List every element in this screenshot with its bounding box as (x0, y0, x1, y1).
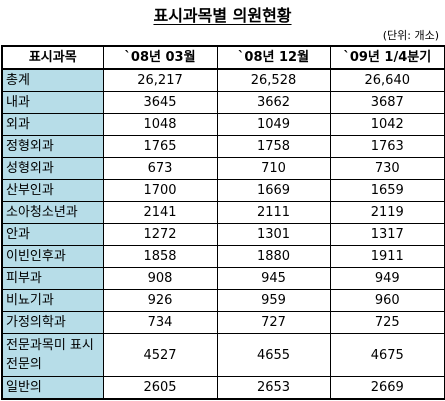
cell-value: 1765 (102, 135, 218, 158)
table-row: 산부인과 1700 1669 1659 (1, 179, 445, 202)
row-label: 성형외과 (1, 157, 104, 180)
cell-value: 1048 (102, 113, 218, 136)
header-cell-2008-03: `08년 03월 (102, 45, 218, 70)
cell-value: 1272 (102, 223, 218, 246)
cell-value: 2669 (329, 376, 445, 400)
cell-value: 926 (102, 289, 218, 312)
table-row: 가정의학과 734 727 725 (1, 311, 445, 334)
cell-value: 1659 (329, 179, 445, 202)
cell-value: 26,640 (329, 68, 445, 92)
cell-value: 2653 (216, 376, 331, 400)
table-row: 안과 1272 1301 1317 (1, 223, 445, 246)
cell-value: 959 (216, 289, 331, 312)
cell-value: 4655 (216, 333, 331, 377)
cell-value: 3645 (102, 91, 218, 114)
row-label: 총계 (1, 68, 104, 92)
cell-value: 734 (102, 311, 218, 334)
cell-value: 1301 (216, 223, 331, 246)
cell-value: 1758 (216, 135, 331, 158)
row-label: 안과 (1, 223, 104, 246)
table-row: 비뇨기과 926 959 960 (1, 289, 445, 312)
cell-value: 1042 (329, 113, 445, 136)
table-row: 내과 3645 3662 3687 (1, 91, 445, 114)
table-row: 소아청소년과 2141 2111 2119 (1, 201, 445, 224)
table-row: 외과 1048 1049 1042 (1, 113, 445, 136)
row-label: 전문과목미 표시전문의 (1, 333, 104, 377)
row-label: 소아청소년과 (1, 201, 104, 224)
cell-value: 2111 (216, 201, 331, 224)
cell-value: 960 (329, 289, 445, 312)
cell-value: 725 (329, 311, 445, 334)
table-row: 정형외과 1765 1758 1763 (1, 135, 445, 158)
cell-value: 2141 (102, 201, 218, 224)
cell-value: 949 (329, 267, 445, 290)
table-row: 전문과목미 표시전문의 4527 4655 4675 (1, 333, 445, 377)
cell-value: 1669 (216, 179, 331, 202)
table-row: 총계 26,217 26,528 26,640 (1, 68, 445, 92)
cell-value: 4527 (102, 333, 218, 377)
header-cell-2009-q1: `09년 1/4분기 (329, 45, 445, 70)
cell-value: 3687 (329, 91, 445, 114)
cell-value: 1858 (102, 245, 218, 268)
clinic-status-table: 표시과목 `08년 03월 `08년 12월 `09년 1/4분기 총계 26,… (1, 45, 445, 400)
cell-value: 730 (329, 157, 445, 180)
cell-value: 908 (102, 267, 218, 290)
row-label: 이빈인후과 (1, 245, 104, 268)
table-row: 피부과 908 945 949 (1, 267, 445, 290)
cell-value: 1911 (329, 245, 445, 268)
row-label: 정형외과 (1, 135, 104, 158)
unit-note: (단위: 개소) (382, 29, 439, 42)
cell-value: 4675 (329, 333, 445, 377)
cell-value: 1317 (329, 223, 445, 246)
cell-value: 710 (216, 157, 331, 180)
table-row: 이빈인후과 1858 1880 1911 (1, 245, 445, 268)
row-label: 비뇨기과 (1, 289, 104, 312)
page-title: 표시과목별 의원현황 (153, 6, 292, 25)
cell-value: 1880 (216, 245, 331, 268)
header-cell-2008-12: `08년 12월 (216, 45, 331, 70)
row-label: 일반의 (1, 376, 104, 400)
header-cell-subject: 표시과목 (1, 45, 104, 70)
cell-value: 26,528 (216, 68, 331, 92)
cell-value: 26,217 (102, 68, 218, 92)
row-label: 산부인과 (1, 179, 104, 202)
cell-value: 1049 (216, 113, 331, 136)
cell-value: 1763 (329, 135, 445, 158)
cell-value: 2605 (102, 376, 218, 400)
header-row: 표시과목 `08년 03월 `08년 12월 `09년 1/4분기 (1, 45, 445, 70)
cell-value: 945 (216, 267, 331, 290)
table-row: 일반의 2605 2653 2669 (1, 376, 445, 400)
cell-value: 2119 (329, 201, 445, 224)
row-label: 피부과 (1, 267, 104, 290)
cell-value: 673 (102, 157, 218, 180)
table-row: 성형외과 673 710 730 (1, 157, 445, 180)
cell-value: 727 (216, 311, 331, 334)
row-label: 가정의학과 (1, 311, 104, 334)
cell-value: 1700 (102, 179, 218, 202)
cell-value: 3662 (216, 91, 331, 114)
row-label: 내과 (1, 91, 104, 114)
row-label: 외과 (1, 113, 104, 136)
